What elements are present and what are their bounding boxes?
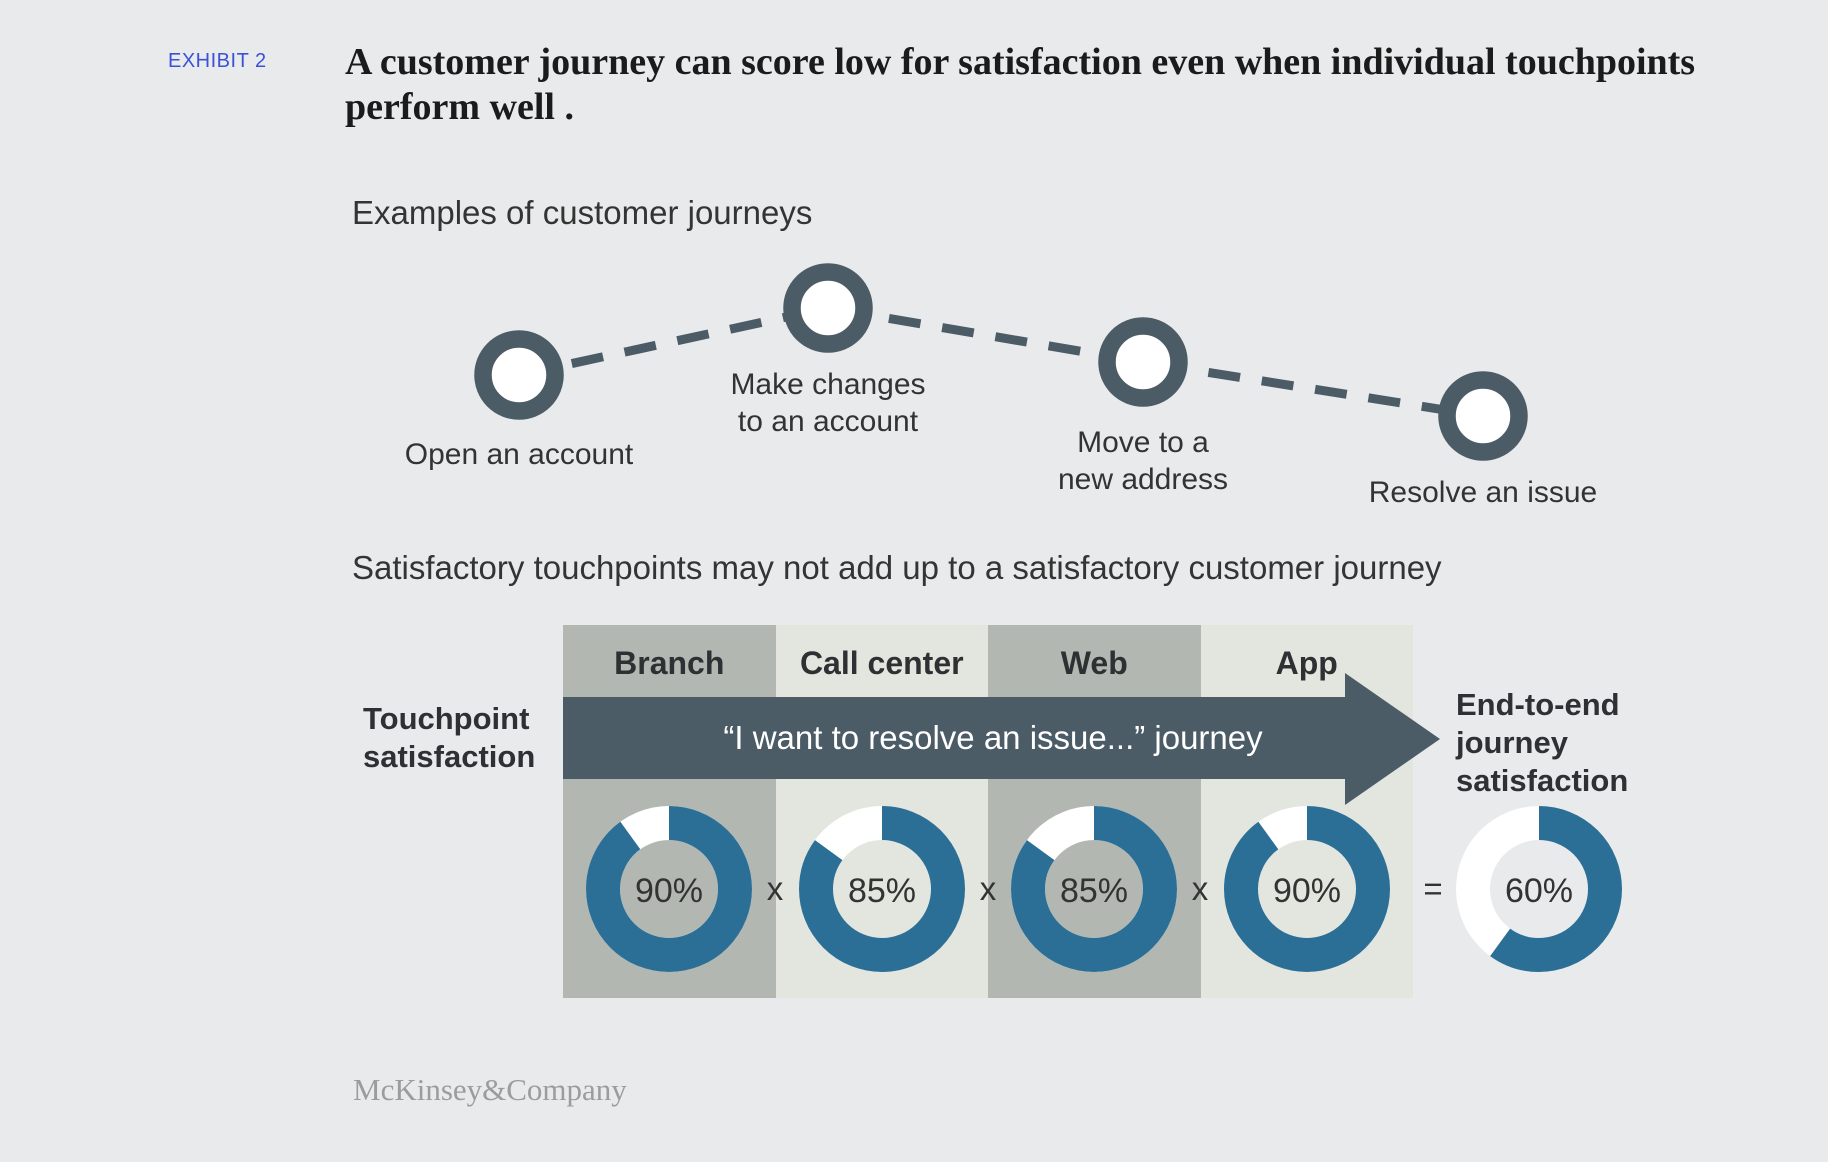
donut-value-arc-call-center bbox=[799, 806, 965, 972]
column-header-call-center: Call center bbox=[799, 645, 964, 681]
exhibit-title-line-1: A customer journey can score low for sat… bbox=[345, 41, 1696, 83]
journey-arrow-shaft bbox=[563, 697, 1345, 779]
donut-chart-web bbox=[1011, 806, 1177, 972]
donut-value-arc-end-to-end bbox=[1456, 806, 1622, 972]
journey-node-resolve-issue-icon bbox=[1438, 371, 1528, 461]
journey-step-label-move-address: Move to a new address bbox=[1057, 426, 1229, 496]
journey-step-label-open-account: Open an account bbox=[404, 438, 634, 471]
column-header-web: Web bbox=[1060, 645, 1128, 681]
journey-arrow-head-icon bbox=[1345, 673, 1440, 805]
donut-percent-end-to-end: 60% bbox=[1504, 872, 1574, 910]
journey-node-open-account-icon bbox=[474, 330, 564, 420]
donut-percent-branch: 90% bbox=[634, 872, 704, 910]
mckinsey-company-logo: McKinsey&Company bbox=[353, 1072, 627, 1107]
donut-chart-branch bbox=[586, 806, 752, 972]
exhibit-number-label: EXHIBIT 2 bbox=[168, 50, 267, 72]
exhibit-title-line-2: perform well . bbox=[345, 86, 574, 128]
journey-step-label-make-changes: Make changes to an account bbox=[730, 368, 926, 438]
donut-chart-app bbox=[1224, 806, 1390, 972]
exhibit-title: A customer journey can score low for sat… bbox=[345, 40, 1705, 130]
column-header-branch: Branch bbox=[614, 645, 725, 681]
donut-percent-web: 85% bbox=[1059, 872, 1129, 910]
journey-path-graphic bbox=[474, 263, 1528, 461]
journey-arrow-label: “I want to resolve an issue...” journey bbox=[723, 719, 1263, 756]
journey-node-move-address-icon bbox=[1098, 317, 1188, 407]
donut-value-arc-web bbox=[1011, 806, 1177, 972]
multiply-operator-1: x bbox=[766, 870, 784, 907]
touchpoint-section-heading: Satisfactory touchpoints may not add up … bbox=[352, 549, 1442, 586]
donut-value-arc-app bbox=[1224, 806, 1390, 972]
column-header-app: App bbox=[1275, 645, 1338, 681]
donut-percent-app: 90% bbox=[1272, 872, 1342, 910]
touchpoint-satisfaction-label: Touchpoint satisfaction bbox=[363, 701, 536, 774]
journey-dashed-path bbox=[518, 303, 1484, 421]
journey-node-make-changes-icon bbox=[783, 263, 873, 353]
donut-chart-end-to-end bbox=[1456, 806, 1622, 972]
donut-chart-call-center bbox=[799, 806, 965, 972]
multiply-operator-3: x bbox=[1191, 870, 1209, 907]
journey-step-label-resolve-issue: Resolve an issue bbox=[1368, 476, 1598, 509]
equals-operator: = bbox=[1423, 870, 1443, 907]
multiply-operator-2: x bbox=[979, 870, 997, 907]
donut-value-arc-branch bbox=[586, 806, 752, 972]
journey-section-heading: Examples of customer journeys bbox=[352, 194, 813, 231]
donut-percent-call-center: 85% bbox=[847, 872, 917, 910]
end-to-end-satisfaction-label: End-to-end journey satisfaction bbox=[1456, 687, 1629, 798]
